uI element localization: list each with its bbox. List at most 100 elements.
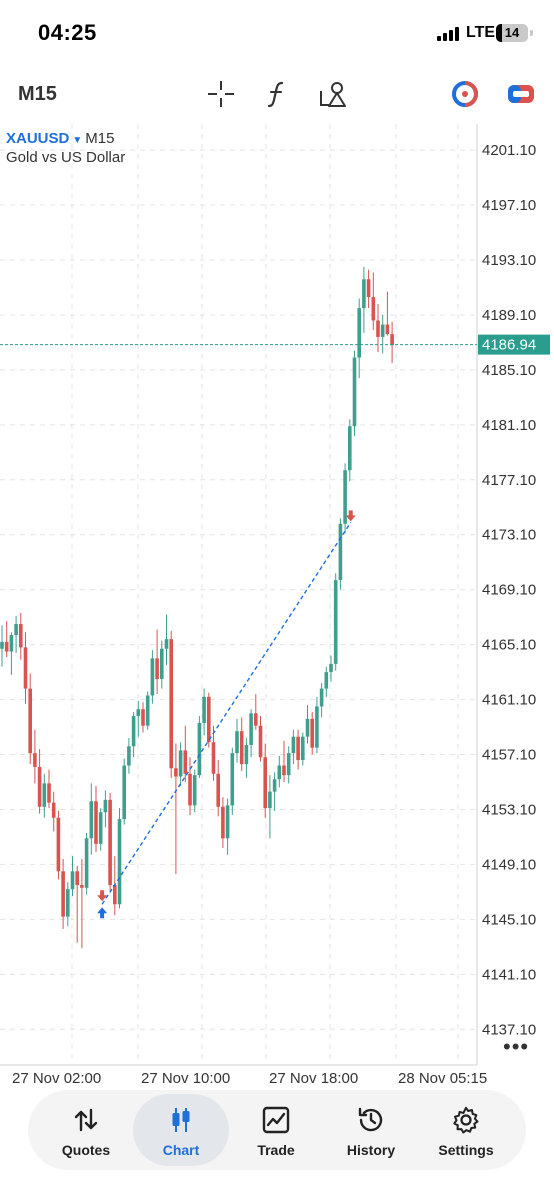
nav-chart[interactable]: Chart xyxy=(133,1094,229,1166)
candle xyxy=(188,757,192,815)
chart-toolbar: M15 xyxy=(0,66,554,122)
trade-icon xyxy=(262,1106,290,1134)
candle xyxy=(75,865,79,943)
candle xyxy=(333,573,338,671)
chart-area[interactable]: 4201.10 4197.10 4193.10 4189.10 4185.10 4181.… xyxy=(0,124,554,1090)
candle-body xyxy=(216,773,220,807)
candle xyxy=(174,743,178,875)
candle xyxy=(230,747,235,815)
candle-body xyxy=(141,709,145,726)
nav-trade[interactable]: Trade xyxy=(228,1094,324,1166)
candle xyxy=(160,640,164,689)
candle xyxy=(390,321,394,364)
crosshair-icon[interactable] xyxy=(206,79,236,109)
more-options-icon[interactable]: ••• xyxy=(503,1034,530,1059)
bottom-nav: Quotes Chart Trade History Settings xyxy=(28,1090,526,1170)
candle xyxy=(136,700,141,737)
candle-body xyxy=(211,742,216,774)
candle xyxy=(301,732,305,766)
candle xyxy=(371,272,376,331)
candle-body xyxy=(277,765,282,780)
symbol-name[interactable]: XAUUSD xyxy=(6,130,70,147)
candle-body xyxy=(230,753,235,806)
candle xyxy=(23,632,28,704)
time-tick-label: 28 Nov 05:15 xyxy=(398,1070,487,1087)
candle xyxy=(315,696,319,754)
nav-settings[interactable]: Settings xyxy=(418,1094,514,1166)
candle xyxy=(84,832,89,895)
symbol-timeframe: M15 xyxy=(85,130,115,147)
candle xyxy=(268,775,272,839)
candle-body xyxy=(352,357,357,427)
candle xyxy=(235,718,239,763)
candle-body xyxy=(286,753,291,776)
candle-body xyxy=(155,658,159,679)
candle-body xyxy=(84,838,89,888)
battery-icon: 14 xyxy=(496,24,528,42)
timeframe-button[interactable]: M15 xyxy=(18,83,57,105)
time-tick-label: 27 Nov 10:00 xyxy=(141,1070,230,1087)
candle-body xyxy=(122,765,126,820)
candle xyxy=(178,742,183,787)
sell-arrow-icon xyxy=(97,890,108,902)
candle xyxy=(319,683,324,718)
candle-body xyxy=(89,801,94,839)
candle-body xyxy=(249,713,253,745)
nav-history[interactable]: History xyxy=(323,1094,419,1166)
candle-body xyxy=(225,805,230,839)
nav-quotes[interactable]: Quotes xyxy=(38,1094,134,1166)
price-tick-label: 4141.10 xyxy=(482,966,536,983)
candle xyxy=(192,769,197,813)
candle xyxy=(221,797,225,848)
price-tick-label: 4177.10 xyxy=(482,472,536,489)
candle-body xyxy=(263,757,267,809)
price-chart[interactable]: 4201.10 4197.10 4193.10 4189.10 4185.10 4181.… xyxy=(0,124,554,1090)
candle xyxy=(164,614,169,666)
symbol-dropdown-icon[interactable]: ▼ xyxy=(72,135,83,146)
candle xyxy=(47,769,51,809)
candle-body xyxy=(348,426,352,471)
candle-body xyxy=(47,783,51,803)
trade-toggle-icon[interactable] xyxy=(506,79,536,109)
candle xyxy=(202,688,206,736)
candle-body xyxy=(66,889,70,917)
candle xyxy=(357,298,361,379)
trade-line xyxy=(101,521,352,905)
symbol-header[interactable]: XAUUSD ▼ M15 xyxy=(6,130,114,147)
candle-body xyxy=(333,580,338,664)
candle xyxy=(61,858,65,930)
candle-body xyxy=(380,324,385,337)
candle xyxy=(362,266,366,333)
candle xyxy=(33,729,37,784)
candle-body xyxy=(178,750,183,777)
candle xyxy=(211,725,216,781)
candle xyxy=(286,746,291,784)
price-tick-label: 4157.10 xyxy=(482,747,536,764)
candle-body xyxy=(14,624,18,636)
candle-body xyxy=(117,819,122,905)
timeframe-icon[interactable] xyxy=(450,79,480,109)
price-tick-label: 4193.10 xyxy=(482,252,536,269)
objects-icon[interactable] xyxy=(318,79,348,109)
candle-body xyxy=(268,791,272,809)
candle xyxy=(207,692,211,748)
candle-body xyxy=(164,639,169,649)
candle-body xyxy=(319,688,324,707)
candle-body xyxy=(272,779,277,792)
candle-body xyxy=(4,641,9,652)
function-icon[interactable] xyxy=(262,79,292,109)
candle xyxy=(98,808,103,851)
price-tick-label: 4137.10 xyxy=(482,1021,536,1038)
candle xyxy=(244,738,249,778)
candle-body xyxy=(338,523,343,581)
candle-body xyxy=(183,750,188,774)
settings-icon xyxy=(453,1106,479,1134)
signal-icon xyxy=(437,27,461,41)
candle-body xyxy=(366,279,371,298)
candle-body xyxy=(98,812,103,844)
candle xyxy=(197,716,202,778)
candle xyxy=(4,621,9,658)
candle xyxy=(329,655,333,682)
exit-arrow-icon xyxy=(345,510,356,522)
candle xyxy=(225,798,230,855)
